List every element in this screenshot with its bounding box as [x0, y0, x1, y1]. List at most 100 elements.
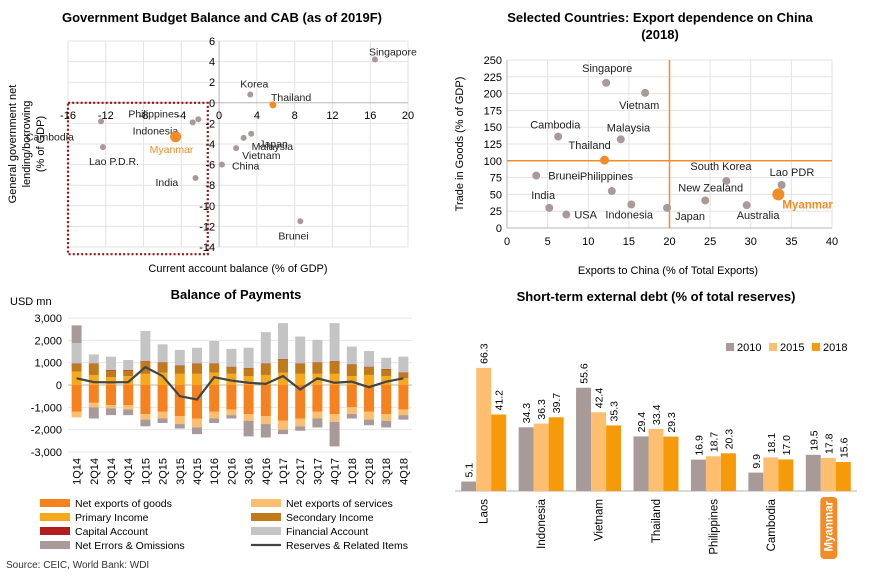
data-label: 33.4 [651, 404, 663, 425]
data-label: 29.4 [636, 412, 648, 433]
legend-marker-2018 [812, 343, 820, 351]
data-label: 19.5 [808, 430, 820, 451]
point-label-singapore: Singapore [582, 63, 632, 75]
point-cambodia [554, 132, 563, 141]
x-axis-label: Exports to China (% of Total Exports) [578, 265, 758, 277]
legend-label-net-exports-of-goods: Net exports of goods [75, 498, 172, 510]
bar-net-exports-of-services-4q15 [192, 418, 202, 428]
bar-primary-income-2q17 [295, 373, 306, 385]
x-tick-label: 30 [745, 236, 757, 248]
bar-net-errors-omissions-4q14 [123, 409, 134, 416]
bar-net-exports-of-services-4q18 [398, 409, 409, 416]
bar-secondary-income-2q18 [364, 367, 374, 375]
x-tick-label: 25 [704, 236, 716, 248]
x-tick-label: -4 [176, 110, 186, 122]
bar-primary-income-1q18 [346, 376, 357, 385]
x-tick-label: 20 [402, 110, 414, 122]
bar-net-exports-of-goods-2q14 [88, 385, 99, 403]
bar-primary-income-4q15 [192, 373, 202, 385]
x-tick-label-myanmar: Myanmar [823, 500, 835, 551]
bar-financial-account-4q16 [260, 332, 271, 364]
y-axis-label-line: (% of GDP) [35, 116, 47, 172]
legend-label-2015: 2015 [780, 342, 804, 354]
y-tick-label: 75 [490, 173, 502, 185]
bar-net-exports-of-goods-1q15 [140, 385, 151, 415]
x-tick-label: 2Q15 [158, 458, 170, 485]
point-new-zealand [701, 196, 710, 205]
bar-net-exports-of-services-3q16 [243, 414, 254, 421]
data-label: 39.7 [551, 393, 563, 414]
bar-secondary-income-4q15 [192, 363, 202, 374]
bar-net-exports-of-services-3q17 [312, 411, 323, 419]
y-tick-label: -12 [199, 221, 215, 233]
bar-secondary-income-2q17 [295, 363, 306, 374]
point-thailand [600, 155, 609, 165]
bar-net-exports-of-services-3q18 [381, 414, 392, 421]
data-label: 20.3 [723, 429, 735, 450]
x-tick-label: 2Q14 [89, 458, 101, 485]
point-vietnam [233, 145, 240, 152]
point-label-malaysia: Malaysia [252, 141, 294, 153]
bar-financial-account-1q15 [140, 330, 151, 362]
y-tick-label: 150 [484, 122, 502, 134]
point-usa [562, 210, 571, 219]
legend-marker-secondary-income [251, 513, 281, 521]
bar-financial-account-2q14 [88, 354, 99, 364]
y-tick-label: 2 [209, 77, 215, 89]
bar-net-errors-omissions-1q16 [209, 418, 220, 423]
point-label-australia: Australia [737, 210, 781, 222]
bar-secondary-income-1q14 [71, 363, 82, 372]
x-tick-label: 1Q18 [347, 458, 359, 485]
bar-net-errors-omissions-2q14 [88, 407, 99, 419]
y-tick-label: -8 [205, 180, 215, 192]
chart-title: Balance of Payments [171, 287, 302, 302]
x-tick-label: -16 [60, 110, 76, 122]
point-label-china: China [232, 161, 260, 173]
bar-capital-account-2q16 [226, 366, 237, 368]
bar-capital-account-4q18 [398, 372, 409, 373]
bar-net-exports-of-goods-2q17 [295, 385, 306, 419]
bar-net-exports-of-goods-4q18 [398, 385, 409, 410]
x-tick-label: 3Q15 [175, 458, 187, 485]
data-label: 5.1 [464, 463, 476, 478]
bar-secondary-income-3q15 [174, 366, 185, 374]
x-tick-label: 1Q15 [140, 458, 152, 485]
x-tick-label: 3Q17 [312, 458, 324, 485]
bar-2018-cambodia [778, 459, 794, 491]
point-philippines [607, 187, 616, 196]
bar-financial-account-1q18 [346, 346, 357, 365]
bar-net-exports-of-goods-3q18 [381, 385, 392, 415]
bar-financial-account-2q15 [157, 344, 168, 363]
bar-capital-account-2q14 [88, 363, 99, 364]
x-tick-label: 4Q16 [261, 458, 273, 485]
point-label-new-zealand: New Zealand [678, 182, 743, 194]
bar-secondary-income-1q17 [278, 359, 288, 373]
bar-capital-account-1q14 [71, 363, 82, 364]
bar-secondary-income-3q14 [106, 370, 116, 378]
point-brunei [532, 171, 541, 180]
bar-secondary-income-2q15 [157, 362, 168, 373]
point-label-cambodia: Cambodia [530, 120, 581, 132]
line-reserves-related-items [76, 365, 404, 401]
point-label-usa: USA [574, 210, 597, 222]
bar-net-exports-of-goods-4q17 [329, 385, 340, 415]
bar-net-exports-of-services-4q14 [123, 405, 134, 410]
point-japan [248, 130, 255, 137]
bar-financial-account-4q17 [329, 323, 340, 362]
bar-net-errors-omissions-1q17 [278, 429, 288, 435]
bar-secondary-income-2q14 [88, 363, 99, 375]
bar-secondary-income-4q14 [123, 370, 134, 377]
bar-net-exports-of-services-2q18 [364, 411, 374, 420]
bar-capital-account-3q17 [312, 362, 323, 363]
point-label-thailand: Thailand [271, 92, 311, 104]
y-axis-label-line: General government net [7, 85, 19, 204]
x-tick-label: 10 [582, 236, 594, 248]
bar-2010-indonesia [518, 427, 534, 491]
bar-net-exports-of-goods-1q16 [209, 385, 220, 412]
source-note: Source: CEIC, World Bank: WDI [6, 560, 150, 571]
bar-primary-income-4q16 [260, 374, 271, 385]
bar-financial-account-1q14 [71, 343, 82, 364]
bar-financial-account-4q14 [123, 359, 134, 371]
bar-2018-myanmar [835, 462, 851, 491]
